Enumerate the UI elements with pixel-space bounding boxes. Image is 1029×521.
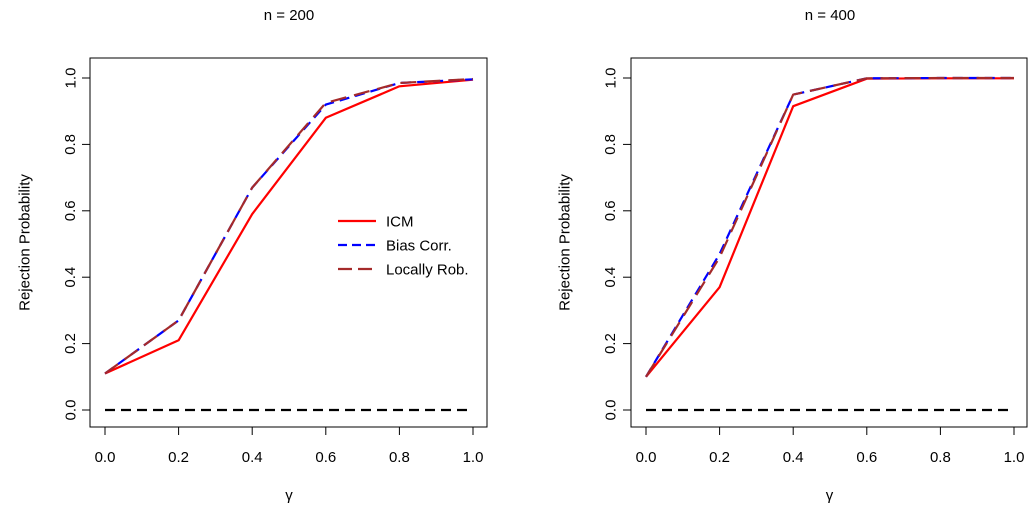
x-tick-label: 0.8 xyxy=(930,449,951,466)
legend-label: Bias Corr. xyxy=(386,237,452,254)
x-tick-label: 1.0 xyxy=(1004,449,1025,466)
chart-title: n = 400 xyxy=(805,7,855,24)
y-axis-label: Rejection Probability xyxy=(556,174,573,311)
series-line-bias-corr xyxy=(104,78,474,375)
x-tick-label: 0.0 xyxy=(95,449,116,466)
series-line-bias-corr xyxy=(645,76,1014,378)
series-line-locally-rob xyxy=(645,76,1014,378)
y-tick-label: 0.4 xyxy=(602,267,619,288)
plot-frame xyxy=(630,57,1028,428)
x-tick-label: 0.4 xyxy=(783,449,804,466)
y-tick-label: 0.6 xyxy=(62,200,79,221)
x-axis-label: γ xyxy=(285,487,293,504)
legend: ICM Bias Corr. Locally Rob. xyxy=(338,213,469,278)
y-tick-label: 0.2 xyxy=(602,333,619,354)
legend-label: ICM xyxy=(386,213,414,230)
series-line-icm xyxy=(645,77,1014,378)
y-axis-label: Rejection Probability xyxy=(16,174,33,311)
x-tick-label: 0.6 xyxy=(315,449,336,466)
y-tick-label: 1.0 xyxy=(62,68,79,89)
panel-1: n = 200 0.0 0.2 0.4 0.6 0.8 1.0 0.0 0.2 0.4 0.6 0.8… xyxy=(16,7,488,504)
y-tick-label: 0.8 xyxy=(62,134,79,155)
x-tick-label: 0.2 xyxy=(709,449,730,466)
legend-label: Locally Rob. xyxy=(386,261,469,278)
series-line-icm xyxy=(104,78,474,375)
x-tick-label: 0.4 xyxy=(242,449,263,466)
panel-2: n = 400 0.0 0.2 0.4 0.6 0.8 1.0 0.0 0.2 0.4 0.6 0.8… xyxy=(556,7,1028,504)
y-tick-label: 0.0 xyxy=(602,400,619,421)
y-tick-label: 0.2 xyxy=(62,333,79,354)
x-tick-label: 0.6 xyxy=(856,449,877,466)
y-tick-label: 0.0 xyxy=(62,400,79,421)
chart-title: n = 200 xyxy=(264,7,314,24)
y-tick-label: 0.4 xyxy=(62,267,79,288)
y-tick-label: 0.6 xyxy=(602,200,619,221)
x-axis-label: γ xyxy=(826,487,834,504)
y-tick-label: 0.8 xyxy=(602,134,619,155)
y-tick-label: 1.0 xyxy=(602,68,619,89)
x-tick-label: 1.0 xyxy=(463,449,484,466)
series-line-locally-rob xyxy=(104,77,474,375)
x-tick-label: 0.0 xyxy=(636,449,657,466)
x-tick-label: 0.2 xyxy=(168,449,189,466)
x-tick-label: 0.8 xyxy=(389,449,410,466)
